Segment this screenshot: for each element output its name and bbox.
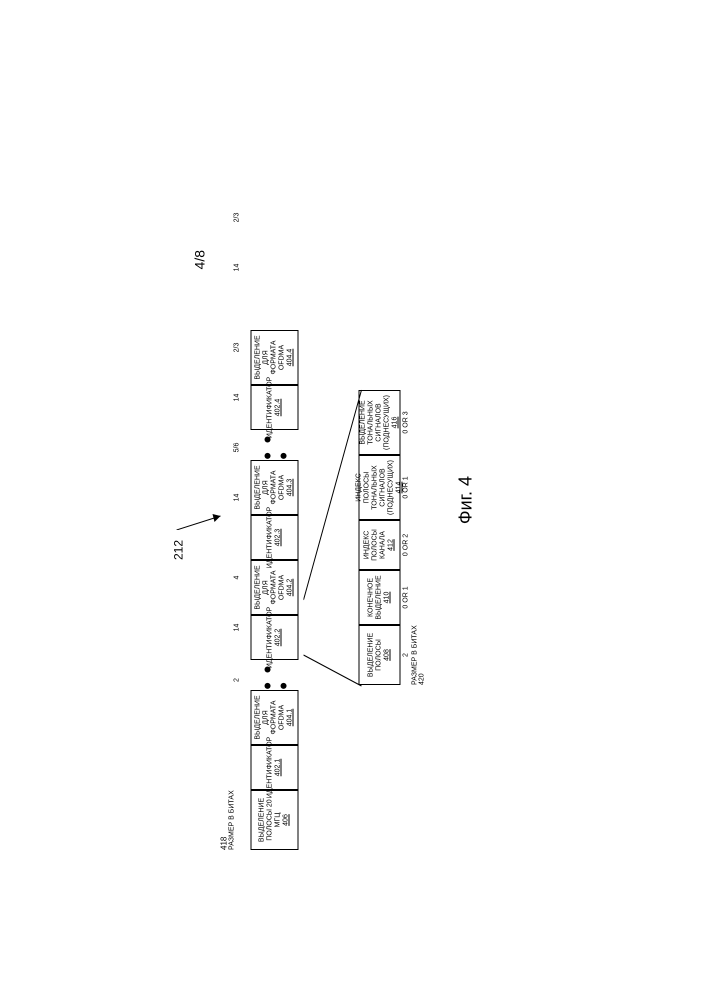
box-402-2: ИДЕНТИФИКАТОР402.2 (250, 615, 298, 660)
box-416-bits: 0 OR 3 (402, 390, 409, 455)
box-404-3-bits: 2/3 (233, 320, 240, 375)
box-404-3: ВЫДЕЛЕНИЕДЛЯ ФОРМАТАOFDMA404.3 (250, 460, 298, 515)
box-402-1-bits: 14 (233, 605, 240, 650)
box-402-3: ИДЕНТИФИКАТОР402.3 (250, 515, 298, 560)
label-418: 418 РАЗМЕР В БИТАХ (219, 790, 235, 850)
box-404-1-bits: 4 (233, 550, 240, 605)
box-404-4-bits: 2/3 (233, 190, 240, 245)
box-414: ИНДЕКС ПОЛОСЫТОНАЛЬНЫХСИГНАЛОВ(ПОДНЕСУЩИ… (358, 455, 400, 520)
ref-arrow-icon (176, 510, 226, 530)
diagram-container: 4/8 212 418 РАЗМЕР В БИТАХ 2144145/6142/… (231, 50, 476, 950)
box-402-3-bits: 14 (233, 375, 240, 420)
box-404-2-bits: 5/6 (233, 420, 240, 475)
box-402-4: ИДЕНТИФИКАТОР402.4 (250, 385, 298, 430)
box-404-1: ВЫДЕЛЕНИЕДЛЯ ФОРМАТАOFDMA404.1 (250, 690, 298, 745)
box-410-bits: 0 OR 1 (402, 570, 409, 625)
box-402-4-bits: 14 (233, 245, 240, 290)
box-406: ВЫДЕЛЕНИЕПОЛОСЫ 20 МГЦ406 (250, 790, 298, 850)
box-416: ВЫДЕЛЕНИЕТОНАЛЬНЫХСИГНАЛОВ(ПОДНЕСУЩИХ)41… (358, 390, 400, 455)
detail-bits-row: 20 OR 10 OR 20 OR 10 OR 3 (402, 50, 409, 685)
box-404-2: ВЫДЕЛЕНИЕДЛЯ ФОРМАТАOFDMA404.2 (250, 560, 298, 615)
box-402-1: ИДЕНТИФИКАТОР402.1 (250, 745, 298, 790)
box-402-2-bits: 14 (233, 475, 240, 520)
figure-caption: Фиг. 4 (455, 50, 476, 950)
detail-row: ВЫДЕЛЕНИЕПОЛОСЫ408КОНЕЧНОЕВЫДЕЛЕНИЕ410ИН… (358, 50, 400, 685)
box-406-bits: 2 (233, 650, 240, 710)
box-414-bits: 0 OR 1 (402, 455, 409, 520)
box-412: ИНДЕКСПОЛОСЫКАНАЛА412 (358, 520, 400, 570)
box-404-4: ВЫДЕЛЕНИЕДЛЯ ФОРМАТАOFDMA404.4 (250, 330, 298, 385)
box-408: ВЫДЕЛЕНИЕПОЛОСЫ408 (358, 625, 400, 685)
top-row: ВЫДЕЛЕНИЕПОЛОСЫ 20 МГЦ406ИДЕНТИФИКАТОР40… (250, 50, 298, 850)
box-410: КОНЕЧНОЕВЫДЕЛЕНИЕ410 (358, 570, 400, 625)
page-number: 4/8 (191, 250, 207, 269)
box-408-bits: 2 (402, 625, 409, 685)
box-412-bits: 0 OR 2 (402, 520, 409, 570)
top-bits-row: 2144145/6142/3142/3 (233, 50, 240, 850)
label-420: РАЗМЕР В БИТАХ 420 (411, 50, 425, 950)
ref-212: 212 (171, 540, 185, 560)
